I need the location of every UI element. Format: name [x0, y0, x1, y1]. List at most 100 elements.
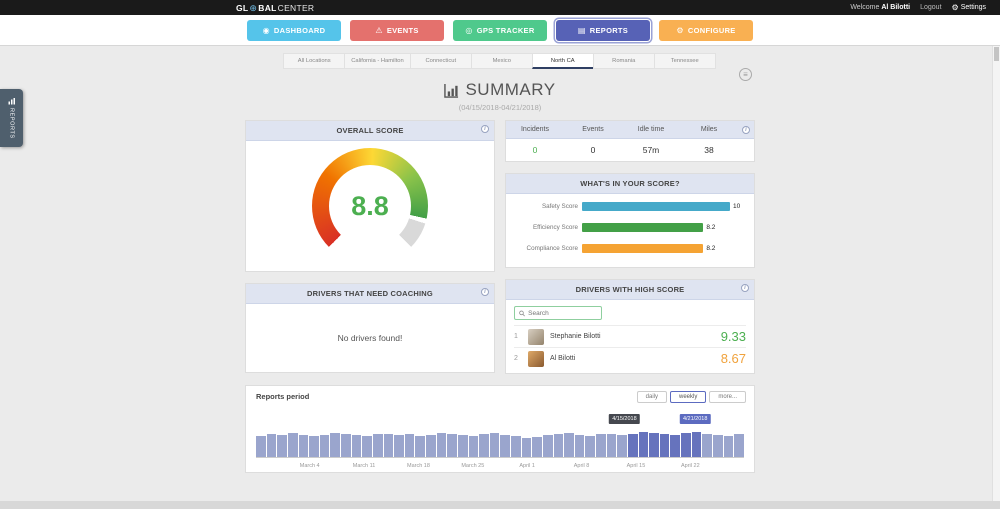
nav-button-reports[interactable]: ▤ REPORTS	[556, 19, 650, 41]
stat-pad	[738, 139, 754, 161]
tab-romania[interactable]: Romania	[592, 53, 655, 69]
score-row: Safety Score 10	[514, 202, 746, 211]
range-button-more[interactable]: more...	[709, 391, 746, 403]
scrollbar[interactable]	[992, 46, 1000, 501]
timeline-bar[interactable]	[404, 434, 415, 457]
logout-link[interactable]: Logout	[920, 4, 942, 11]
timeline-bar[interactable]	[372, 434, 383, 457]
timeline-bar[interactable]	[723, 435, 734, 457]
timeline-bar[interactable]	[521, 437, 532, 457]
tab-all-locations[interactable]: All Locations	[283, 53, 346, 69]
timeline-bar[interactable]	[638, 432, 649, 457]
tab-mexico[interactable]: Mexico	[470, 53, 533, 69]
nav-button-dashboard[interactable]: ◉ DASHBOARD	[247, 19, 341, 41]
timeline-bar[interactable]	[383, 433, 394, 457]
timeline-bar[interactable]	[691, 431, 702, 457]
settings-button[interactable]: ⚙ Settings	[952, 3, 986, 12]
scrollbar-thumb[interactable]	[994, 47, 999, 61]
timeline-bar[interactable]	[553, 434, 564, 457]
timeline-bar[interactable]	[532, 436, 542, 457]
timeline-bar[interactable]	[617, 435, 627, 457]
timeline-bar[interactable]	[351, 435, 362, 457]
topbar-right: Welcome Al Bilotti Logout ⚙ Settings	[850, 3, 986, 12]
timeline-bar[interactable]	[298, 434, 309, 457]
reports-side-tab[interactable]: REPORTS	[0, 89, 23, 147]
nav-button-label: REPORTS	[589, 25, 629, 35]
timeline-bar[interactable]	[426, 435, 436, 457]
driver-row[interactable]: 2 Al Bilotti 8.67	[514, 347, 746, 369]
info-icon[interactable]: i	[741, 284, 749, 292]
page-title: SUMMARY	[465, 80, 556, 99]
timeline-bar[interactable]	[309, 435, 319, 457]
reports-period-card: Reports period daily weekly more... March …	[245, 385, 755, 473]
timeline-bar[interactable]	[596, 434, 606, 457]
timeline-bar[interactable]	[479, 434, 489, 457]
timeline-bar[interactable]	[330, 433, 340, 457]
timeline-bar[interactable]	[511, 436, 521, 457]
timeline-bar[interactable]	[659, 434, 670, 457]
timeline-bar[interactable]	[415, 435, 425, 457]
timeline-bar[interactable]	[734, 434, 744, 457]
score-value: 10	[733, 203, 741, 210]
info-icon[interactable]: i	[481, 125, 489, 133]
timeline-bar[interactable]	[564, 433, 574, 457]
location-tabs: All Locations California - Hamilton Connec…	[0, 53, 1000, 69]
timeline-bar[interactable]	[649, 433, 659, 457]
timeline-bar[interactable]	[606, 433, 617, 457]
range-button-weekly[interactable]: weekly	[669, 391, 707, 403]
nav-button-gps-tracker[interactable]: ◎ GPS TRACKER	[453, 19, 547, 41]
driver-row[interactable]: 1 Stephanie Bilotti 9.33	[514, 325, 746, 347]
side-tab-label: REPORTS	[8, 108, 15, 139]
driver-search[interactable]	[514, 306, 602, 320]
score-breakdown-title: WHAT'S IN YOUR SCORE?	[580, 179, 680, 188]
range-button-daily[interactable]: daily	[636, 391, 667, 403]
timeline-bar[interactable]	[457, 435, 468, 457]
timeline-bar[interactable]	[712, 435, 723, 457]
timeline-bar[interactable]	[277, 435, 287, 457]
timeline-bar[interactable]	[489, 433, 500, 457]
logo-text-suffix: CENTER	[277, 2, 315, 13]
timeline-bars[interactable]	[256, 430, 744, 458]
timeline-bar[interactable]	[256, 435, 266, 457]
reports-period-title: Reports period	[256, 392, 310, 401]
stat-header: Events	[564, 121, 622, 139]
score-label: Compliance Score	[526, 245, 578, 252]
page-subtitle: (04/15/2018-04/21/2018)	[458, 103, 542, 112]
left-column: OVERALL SCORE i 8.8 DRIVERS THAT NEED COA…	[245, 120, 495, 374]
timeline-bar[interactable]	[681, 433, 691, 457]
score-bar	[582, 202, 730, 211]
timeline-bar[interactable]	[287, 433, 298, 457]
info-icon[interactable]: i	[742, 125, 750, 134]
driver-name: Al Bilotti	[550, 355, 576, 362]
timeline-bar[interactable]	[341, 434, 351, 457]
timeline-bar[interactable]	[702, 434, 712, 457]
driver-list: 1 Stephanie Bilotti 9.33 2 Al Bilotti 8.67	[514, 325, 746, 369]
timeline-bar[interactable]	[266, 434, 277, 457]
driver-search-input[interactable]	[528, 309, 597, 317]
timeline-tooltip: 4/21/2018	[679, 414, 711, 424]
score-bar	[582, 223, 704, 232]
timeline-axis-label: March 25	[461, 463, 485, 469]
tab-north-ca[interactable]: North CA	[531, 53, 594, 69]
timeline-bar[interactable]	[670, 434, 680, 457]
menu-icon: ≡	[743, 70, 748, 79]
menu-button[interactable]: ≡	[739, 68, 752, 81]
timeline-bar[interactable]	[319, 434, 330, 457]
timeline-bar[interactable]	[542, 435, 553, 457]
timeline-bar[interactable]	[500, 434, 510, 457]
timeline-bar[interactable]	[627, 434, 638, 457]
timeline-bar[interactable]	[447, 434, 457, 457]
timeline-bar[interactable]	[574, 435, 585, 457]
timeline-bar[interactable]	[394, 435, 404, 457]
timeline-bar[interactable]	[362, 435, 372, 457]
timeline-bar[interactable]	[436, 433, 447, 457]
timeline-bar[interactable]	[468, 435, 479, 457]
tab-california-hamilton[interactable]: California - Hamilton	[344, 53, 411, 69]
tab-tennessee[interactable]: Tennessee	[653, 53, 716, 69]
tab-connecticut[interactable]: Connecticut	[409, 53, 472, 69]
nav-button-events[interactable]: ⚠ EVENTS	[350, 19, 444, 41]
bar-chart-icon	[8, 98, 15, 105]
timeline-bar[interactable]	[585, 435, 595, 457]
nav-button-configure[interactable]: ⚙ CONFIGURE	[659, 19, 753, 41]
info-icon[interactable]: i	[481, 288, 489, 296]
